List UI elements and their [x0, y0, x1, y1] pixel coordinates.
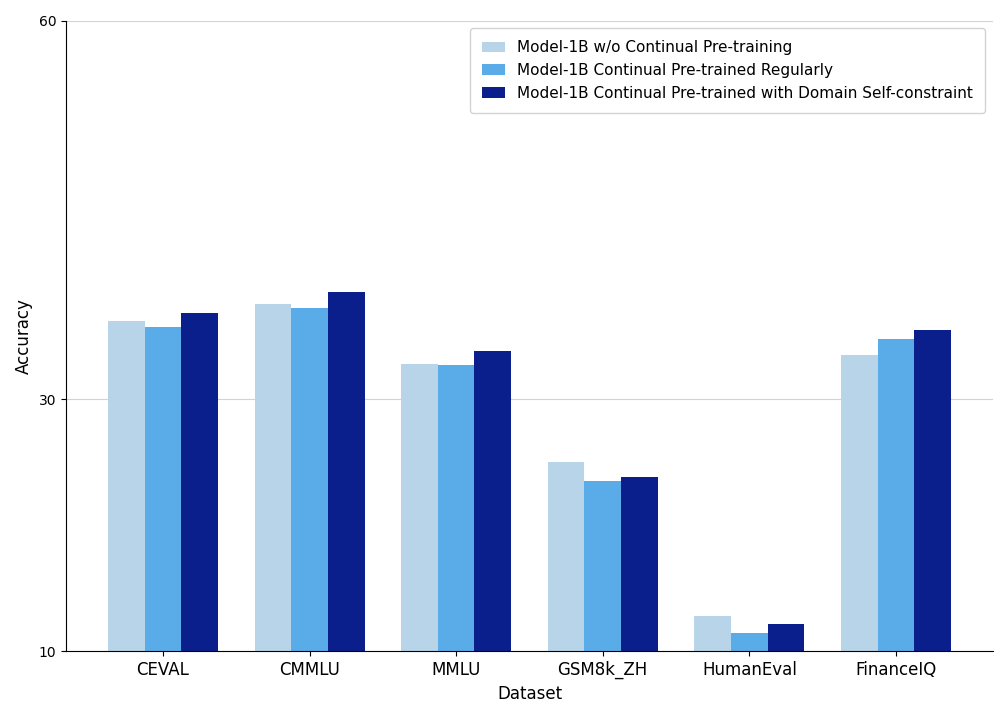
Bar — [291, 308, 328, 718]
Bar — [841, 355, 878, 718]
Bar — [621, 477, 657, 718]
Bar — [695, 616, 731, 718]
Bar — [547, 462, 585, 718]
Bar — [731, 633, 768, 718]
X-axis label: Dataset: Dataset — [497, 685, 562, 703]
Bar — [585, 481, 621, 718]
Bar — [255, 304, 291, 718]
Bar — [108, 321, 145, 718]
Bar — [181, 313, 218, 718]
Bar — [145, 327, 181, 718]
Bar — [328, 292, 365, 718]
Bar — [914, 330, 951, 718]
Bar — [401, 364, 437, 718]
Bar — [768, 624, 804, 718]
Bar — [475, 351, 511, 718]
Bar — [437, 365, 475, 718]
Bar — [878, 338, 914, 718]
Legend: Model-1B w/o Continual Pre-training, Model-1B Continual Pre-trained Regularly, M: Model-1B w/o Continual Pre-training, Mod… — [470, 28, 986, 113]
Y-axis label: Accuracy: Accuracy — [15, 298, 33, 374]
